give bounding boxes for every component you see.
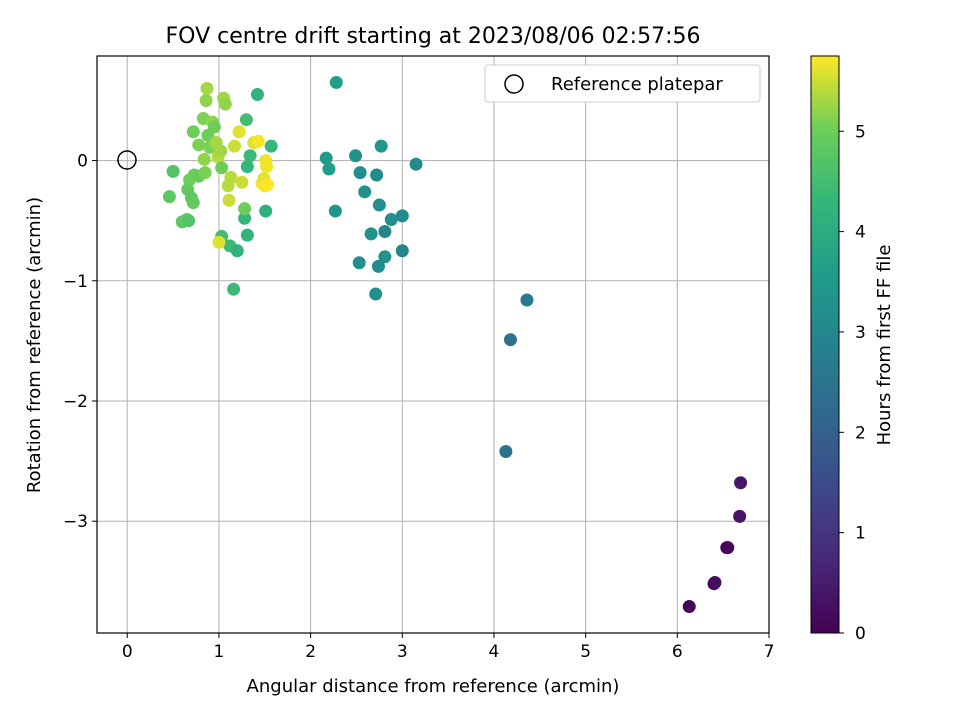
x-axis-ticks: 0 1 2 3 4 5 6 7: [122, 633, 775, 662]
plot-frame: [96, 55, 770, 634]
data-point: [214, 144, 228, 158]
data-point: [235, 175, 249, 189]
data-point: [520, 293, 534, 307]
y-tick-label: −2: [63, 392, 88, 412]
legend-box: [484, 64, 761, 103]
data-point: [395, 244, 409, 258]
colorbar-ticks: 0 1 2 3 4 5: [839, 122, 866, 644]
x-tick-label: 5: [580, 642, 591, 662]
data-point: [186, 196, 200, 210]
data-point: [734, 476, 748, 490]
data-point: [733, 509, 747, 523]
data-point: [322, 162, 336, 176]
y-tick-label: 0: [77, 152, 88, 172]
x-tick-label: 7: [764, 642, 775, 662]
x-tick-label: 2: [305, 642, 316, 662]
data-point: [378, 225, 392, 239]
data-point: [260, 160, 274, 174]
data-point: [232, 125, 246, 139]
colorbar-tick-label: 4: [855, 223, 866, 243]
x-tick-label: 1: [214, 642, 225, 662]
data-point: [261, 178, 275, 192]
data-point: [250, 87, 264, 101]
data-point: [230, 244, 244, 258]
data-point: [240, 228, 254, 242]
reference-platepar-marker: [117, 150, 137, 170]
data-point: [197, 152, 211, 166]
data-point: [319, 151, 333, 165]
data-point: [240, 160, 254, 174]
data-points: [162, 75, 748, 614]
data-point: [186, 125, 200, 139]
data-point: [239, 113, 253, 127]
data-point: [182, 214, 196, 228]
data-point: [199, 93, 213, 107]
x-tick-label: 4: [489, 642, 500, 662]
x-tick-label: 0: [122, 642, 133, 662]
chart-title: FOV centre drift starting at 2023/08/06 …: [166, 24, 701, 49]
colorbar-label: Hours from first FF file: [874, 245, 895, 446]
data-point: [238, 202, 252, 216]
colorbar-tick-label: 1: [855, 524, 866, 544]
colorbar-tick-label: 2: [855, 423, 866, 443]
data-point: [708, 576, 722, 590]
data-point: [215, 161, 229, 175]
data-point: [358, 185, 372, 199]
data-point: [499, 444, 513, 458]
data-point: [378, 250, 392, 264]
data-point: [192, 138, 206, 152]
data-point: [682, 600, 696, 614]
x-axis-label: Angular distance from reference (arcmin): [247, 676, 620, 697]
colorbar-tick-label: 0: [855, 624, 866, 644]
data-point: [264, 139, 278, 153]
data-point: [349, 149, 363, 163]
data-point: [198, 166, 212, 180]
data-point: [371, 259, 385, 273]
y-axis-ticks: 0 −1 −2 −3: [63, 152, 97, 532]
data-point: [251, 134, 265, 148]
legend-label-reference: Reference platepar: [551, 74, 723, 95]
data-point: [228, 139, 242, 153]
data-point: [238, 211, 252, 225]
data-point: [207, 120, 221, 134]
data-point: [224, 170, 238, 184]
data-point: [364, 227, 378, 241]
data-point: [218, 97, 232, 111]
data-point: [200, 81, 214, 95]
data-point: [503, 333, 517, 347]
data-point: [721, 541, 735, 555]
data-point: [328, 204, 342, 218]
colorbar: 0 1 2 3 4 5 Hours from first FF file: [810, 55, 895, 644]
legend: Reference platepar: [484, 64, 761, 103]
data-point: [222, 193, 236, 207]
colorbar-gradient: [810, 55, 840, 634]
data-point: [259, 204, 273, 218]
y-tick-label: −3: [63, 512, 88, 532]
data-point: [329, 75, 343, 89]
data-point: [370, 168, 384, 182]
data-point: [409, 157, 423, 171]
data-point: [212, 235, 226, 249]
y-tick-label: −1: [63, 272, 88, 292]
data-point: [162, 190, 176, 204]
x-tick-label: 3: [397, 642, 408, 662]
data-point: [353, 166, 367, 180]
y-axis-label: Rotation from reference (arcmin): [24, 197, 45, 493]
data-point: [372, 198, 386, 212]
data-point: [384, 212, 398, 226]
data-point: [166, 164, 180, 178]
data-point: [395, 209, 409, 223]
x-tick-label: 6: [672, 642, 683, 662]
data-point: [374, 139, 388, 153]
colorbar-tick-label: 5: [855, 122, 866, 142]
legend-marker-reference: [504, 74, 524, 94]
data-point: [227, 282, 241, 296]
data-point: [243, 149, 257, 163]
colorbar-tick-label: 3: [855, 323, 866, 343]
data-point: [352, 256, 366, 270]
data-point: [369, 287, 383, 301]
